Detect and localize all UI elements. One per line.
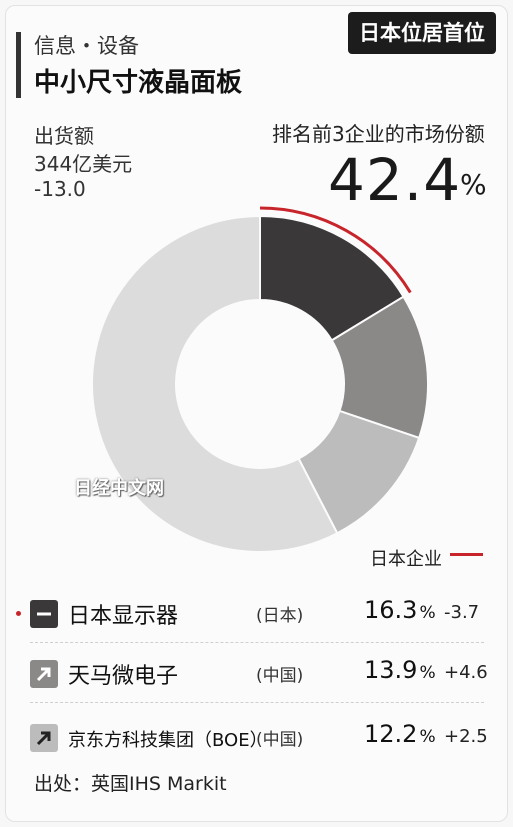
top3-share-label: 排名前3企业的市场份额 <box>272 122 485 146</box>
company-country: (日本) <box>256 606 304 626</box>
top3-share-value: 42.4 <box>328 146 462 214</box>
row-divider <box>30 642 484 643</box>
minus-icon <box>30 600 58 628</box>
company-share: 13.9% <box>364 656 436 684</box>
source-note: 出处：英国IHS Markit <box>34 773 227 795</box>
japan-highlight-arc <box>259 206 412 294</box>
company-change: +2.5 <box>444 726 488 747</box>
company-country: (中国) <box>256 666 304 686</box>
company-change: +4.6 <box>444 662 488 683</box>
company-change: -3.7 <box>444 602 480 623</box>
title-accent-bar <box>16 32 21 98</box>
category-label: 信息・设备 <box>34 34 139 58</box>
shipment-label: 出货额 <box>34 124 94 148</box>
arrow-up-right-icon <box>30 724 58 752</box>
company-name: 日本显示器 <box>68 604 179 629</box>
watermark: 日经中文网 <box>74 478 164 499</box>
arrow-up-right-icon <box>30 660 58 688</box>
company-country: (中国) <box>256 730 304 750</box>
company-name: 天马微电子 <box>68 664 179 689</box>
shipment-change: -13.0 <box>34 177 86 201</box>
japan-top-tag: 日本位居首位 <box>348 12 496 54</box>
company-share: 12.2% <box>364 720 436 748</box>
top3-share-unit: % <box>460 168 487 201</box>
shipment-value: 344亿美元 <box>34 152 133 176</box>
chart-title: 中小尺寸液晶面板 <box>34 68 243 98</box>
japan-companies-legend-line <box>450 553 483 556</box>
slice-others <box>91 214 339 553</box>
japan-companies-legend-label: 日本企业 <box>370 549 442 570</box>
japan-marker-dot <box>16 611 21 616</box>
row-divider <box>30 702 484 703</box>
company-name: 京东方科技集团（BOE） <box>68 730 268 751</box>
company-share: 16.3% <box>364 596 436 624</box>
